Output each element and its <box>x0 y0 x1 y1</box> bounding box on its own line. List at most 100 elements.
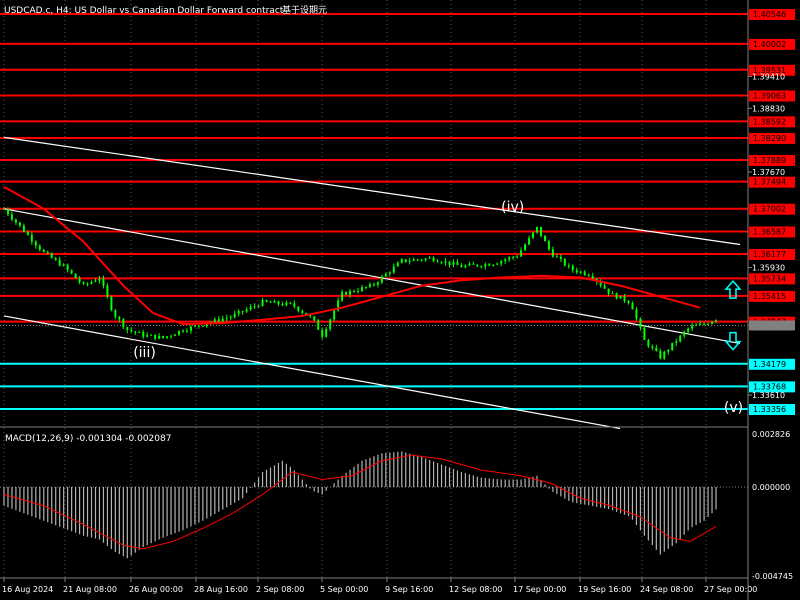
candle-body <box>122 319 125 328</box>
candle-body <box>118 316 121 320</box>
moving-average-line <box>3 185 701 326</box>
candle-body <box>627 300 630 304</box>
candle-body <box>345 292 348 295</box>
candle-body <box>221 318 224 322</box>
candle-body <box>607 288 610 294</box>
resistance-badge <box>749 64 795 76</box>
candle-body <box>715 320 717 322</box>
time-tick-label: 5 Sep 00:00 <box>320 585 368 594</box>
candle-body <box>428 257 431 259</box>
channel-line <box>3 315 621 430</box>
candle-body <box>66 264 69 270</box>
candle-body <box>456 262 459 266</box>
candle-body <box>364 286 367 288</box>
candle-body <box>170 335 173 337</box>
candle-body <box>285 302 288 306</box>
candle-body <box>10 214 13 220</box>
candle-body <box>396 262 399 267</box>
candle-body <box>158 335 161 339</box>
candle-body <box>504 259 507 261</box>
candle-body <box>82 282 85 284</box>
time-tick-label: 17 Sep 00:00 <box>513 585 566 594</box>
candle-body <box>6 208 9 215</box>
arrow-up-icon <box>724 279 742 299</box>
candle-body <box>468 263 471 266</box>
candle-body <box>623 295 626 301</box>
candle-body <box>138 332 141 334</box>
price-tick-label: 1.37670 <box>752 168 785 177</box>
resistance-badge <box>749 176 795 188</box>
candle-body <box>599 281 602 286</box>
candle-body <box>532 232 535 238</box>
candle-body <box>42 249 45 253</box>
candle-body <box>174 334 177 336</box>
candle-body <box>707 323 710 325</box>
candle-body <box>353 290 356 292</box>
candle-body <box>408 260 411 262</box>
resistance-badge <box>749 154 795 166</box>
candle-body <box>134 331 137 333</box>
resistance-badge-label: 1.40546 <box>753 10 786 19</box>
macd-layer <box>0 451 748 559</box>
wave-label: (v) <box>724 400 743 416</box>
macd-tick-label: 0.000000 <box>752 483 790 492</box>
resistance-badge <box>749 226 795 238</box>
candle-body <box>460 265 463 268</box>
candle-body <box>520 250 523 257</box>
candle-body <box>301 310 304 313</box>
support-badge-label: 1.33356 <box>753 405 786 414</box>
candle-body <box>273 301 276 303</box>
candle-body <box>46 252 49 254</box>
resistance-badge-label: 1.39063 <box>753 91 786 100</box>
candle-body <box>106 285 109 297</box>
candle-body <box>500 260 503 264</box>
candle-body <box>631 303 634 310</box>
support-badge-label: 1.34179 <box>753 360 786 369</box>
resistance-badge-label: 1.38290 <box>753 134 786 143</box>
levels-layer: 1.40546 1.40002 1.39531 1.39063 1.38592 1.382… <box>0 9 795 415</box>
candle-body <box>34 241 37 246</box>
candle-body <box>193 325 196 327</box>
resistance-badge-label: 1.36587 <box>753 227 786 236</box>
candle-body <box>277 301 280 305</box>
candle-body <box>162 335 165 338</box>
candle-body <box>663 351 666 359</box>
candle-body <box>647 339 650 347</box>
candle-body <box>651 346 654 348</box>
candle-body <box>639 318 642 328</box>
candle-body <box>181 330 184 332</box>
candle-body <box>237 311 240 314</box>
candle-body <box>675 341 678 343</box>
wave-label: (iv) <box>501 200 524 216</box>
candle-body <box>197 325 200 327</box>
arrow-down-icon <box>724 331 742 351</box>
candle-body <box>404 259 407 262</box>
candle-body <box>488 264 491 266</box>
resistance-badge-label: 1.40002 <box>753 40 786 49</box>
candle-body <box>26 231 29 235</box>
chart-title: USDCAD.c, H4: US Dollar vs Canadian Doll… <box>4 6 284 16</box>
candle-body <box>516 256 519 258</box>
axis-layer: 1.39410 1.38830 1.37670 1.35930 1.33610 0.002… <box>2 72 793 594</box>
candle-body <box>583 271 586 275</box>
candle-body <box>130 329 133 332</box>
candle-body <box>416 259 419 261</box>
resistance-badge-label: 1.35415 <box>753 292 786 301</box>
support-badge-label: 1.33768 <box>753 382 786 391</box>
candle-body <box>492 264 495 266</box>
candle-body <box>205 323 208 327</box>
candle-body <box>185 330 188 332</box>
wave-label: (iii) <box>133 345 156 361</box>
candle-body <box>110 296 113 311</box>
resistance-badge <box>749 38 795 50</box>
candle-body <box>567 265 570 267</box>
candle-body <box>579 271 582 273</box>
candle-body <box>436 260 439 263</box>
candle-body <box>432 257 435 261</box>
time-tick-label: 26 Aug 00:00 <box>129 585 183 594</box>
candle-body <box>30 234 33 242</box>
candle-body <box>94 280 97 282</box>
candle-body <box>476 264 479 267</box>
candle-body <box>559 256 562 259</box>
time-tick-label: 24 Sep 08:00 <box>640 585 693 594</box>
